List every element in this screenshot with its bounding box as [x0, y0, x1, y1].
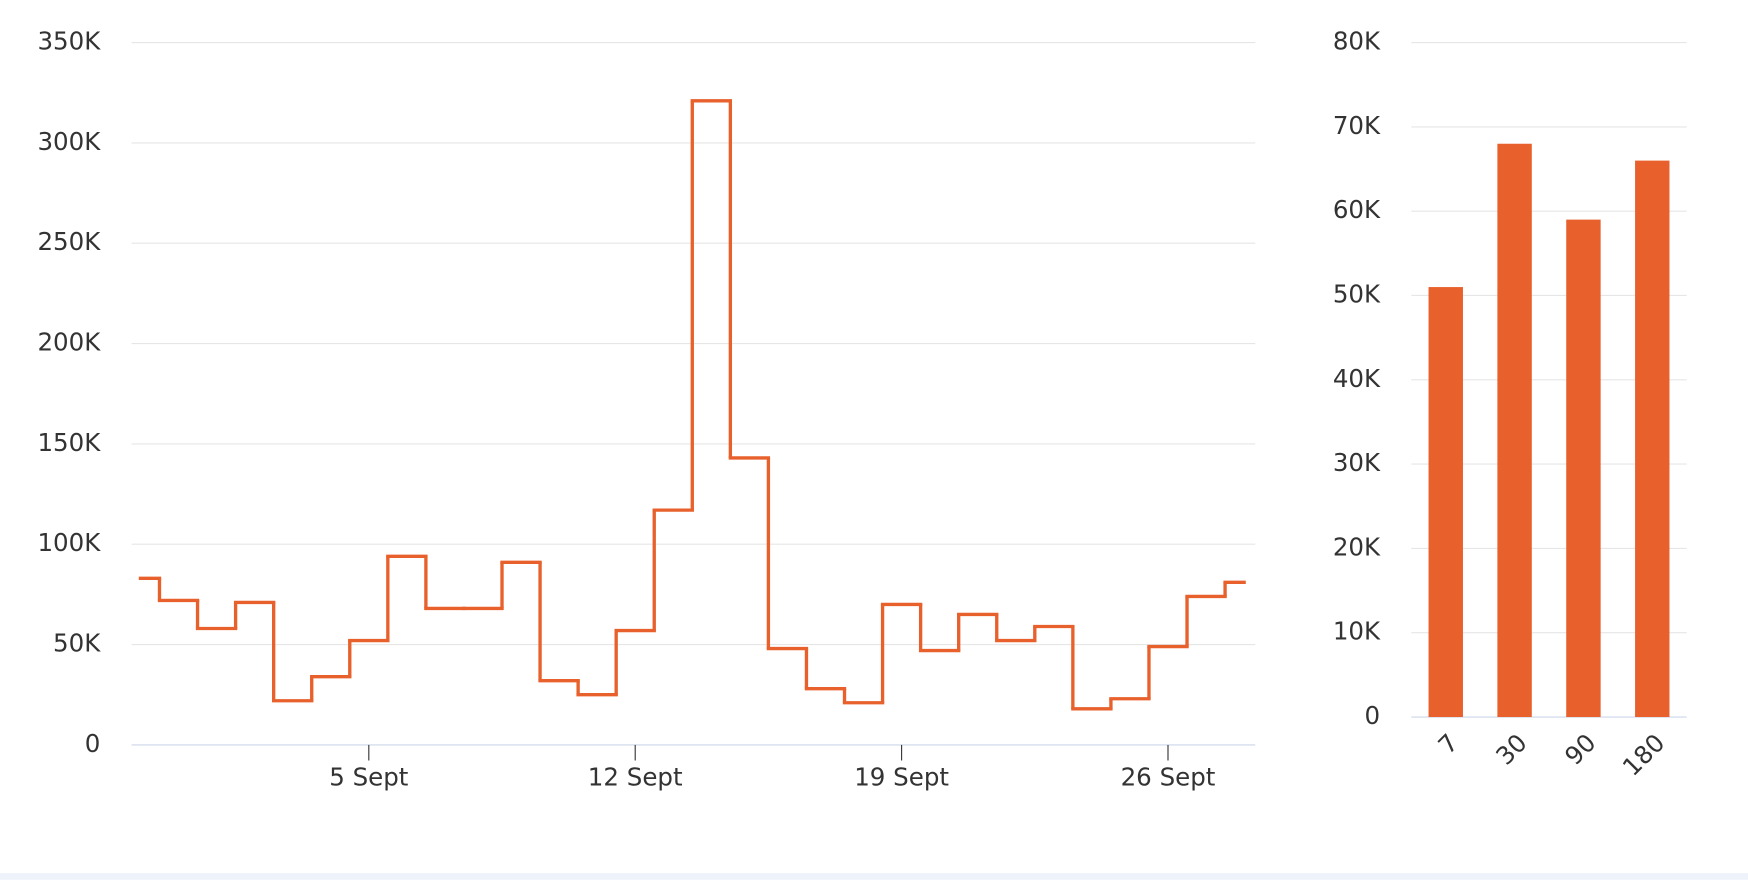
y-tick-label: 40K: [1333, 364, 1381, 393]
y-tick-label: 0: [1365, 701, 1381, 730]
bar: [1428, 287, 1463, 718]
y-tick-label: 70K: [1333, 111, 1381, 140]
y-tick-label: 10K: [1333, 617, 1381, 646]
x-tick-label: 5 Sept: [329, 762, 409, 791]
x-tick-label: 12 Sept: [588, 762, 683, 791]
y-tick-label: 30K: [1333, 448, 1381, 477]
bar: [1566, 219, 1601, 718]
x-tick-label: 180: [1617, 728, 1671, 782]
y-tick-label: 200K: [37, 328, 101, 357]
bar: [1497, 143, 1532, 718]
y-tick-label: 350K: [37, 27, 101, 56]
y-tick-label: 50K: [1333, 279, 1381, 308]
y-tick-label: 100K: [37, 528, 101, 557]
x-tick-label: 26 Sept: [1121, 762, 1216, 791]
y-tick-label: 250K: [37, 227, 101, 256]
x-tick-label: 30: [1490, 728, 1533, 771]
x-tick-label: 7: [1432, 728, 1464, 760]
y-tick-label: 150K: [37, 428, 101, 457]
bottom-strip: [0, 873, 1748, 880]
y-tick-label: 0: [85, 729, 101, 758]
x-tick-label: 90: [1559, 728, 1602, 771]
y-tick-label: 60K: [1333, 195, 1381, 224]
y-tick-label: 300K: [37, 127, 101, 156]
bar: [1635, 160, 1670, 718]
y-tick-label: 50K: [53, 629, 101, 658]
y-tick-label: 80K: [1333, 27, 1381, 56]
x-tick-label: 19 Sept: [854, 762, 949, 791]
y-tick-label: 20K: [1333, 532, 1381, 561]
